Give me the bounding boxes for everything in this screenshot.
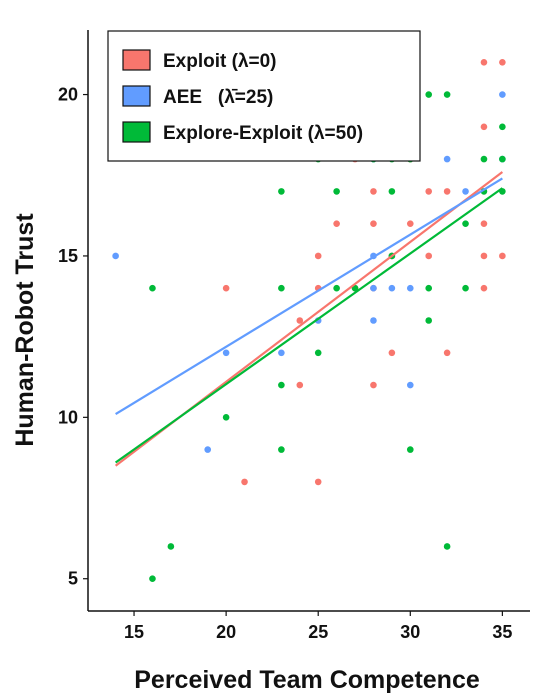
data-point-series-2: [443, 155, 451, 163]
data-point-series-3: [167, 543, 175, 550]
data-point-series-3: [351, 284, 359, 292]
legend-label: AEE (λ̄=25): [163, 87, 273, 108]
y-tick-label: 15: [58, 246, 78, 266]
data-point-series-1: [370, 220, 377, 227]
data-point-series-1: [370, 381, 377, 389]
y-axis-title: Human-Robot Trust: [11, 213, 39, 447]
data-point-series-1: [480, 252, 488, 260]
data-point-series-1: [370, 188, 377, 195]
data-point-series-3: [278, 284, 285, 292]
data-point-series-3: [149, 284, 156, 292]
data-point-series-3: [278, 446, 285, 453]
data-point-series-2: [370, 284, 377, 292]
data-point-series-1: [425, 188, 433, 195]
legend-swatch: [122, 121, 151, 143]
data-point-series-1: [314, 252, 322, 260]
axis-ticks: 15 20 25 30 35 5 10 15 20: [58, 85, 512, 642]
data-point-series-1: [241, 478, 248, 486]
data-point-series-1: [499, 252, 506, 260]
data-point-series-3: [425, 91, 433, 98]
data-point-series-1: [388, 349, 396, 357]
plot-marks: [112, 58, 506, 583]
data-point-series-1: [314, 478, 322, 486]
trend-line-series-2: [115, 177, 503, 416]
data-point-series-1: [480, 284, 488, 292]
data-point-series-3: [443, 91, 451, 98]
data-point-series-2: [462, 188, 469, 195]
x-tick-label: 15: [124, 622, 144, 642]
data-point-series-3: [462, 220, 469, 227]
data-point-series-2: [112, 252, 119, 260]
x-tick-label: 20: [216, 622, 236, 642]
data-point-series-1: [443, 349, 451, 357]
data-point-series-2: [388, 284, 396, 292]
legend-swatch: [122, 85, 151, 107]
data-point-series-3: [499, 123, 506, 131]
legend-swatch: [122, 49, 151, 71]
data-point-series-3: [278, 381, 285, 389]
data-point-series-1: [296, 381, 304, 389]
data-point-series-1: [499, 58, 506, 66]
data-point-series-1: [333, 220, 340, 227]
y-tick-label: 10: [58, 407, 78, 427]
x-tick-label: 25: [308, 622, 328, 642]
x-tick-label: 35: [492, 622, 512, 642]
data-point-series-3: [222, 414, 230, 421]
data-point-series-3: [149, 575, 156, 583]
data-point-series-2: [222, 349, 230, 357]
x-axis-title: Perceived Team Competence: [134, 666, 480, 694]
data-point-series-3: [480, 155, 488, 163]
data-point-series-3: [333, 188, 340, 195]
data-point-series-2: [370, 317, 377, 324]
data-point-series-1: [406, 220, 414, 227]
data-point-series-1: [222, 284, 230, 292]
legend-label: Exploit (λ=0): [163, 51, 277, 72]
data-point-series-3: [425, 284, 433, 292]
data-point-series-1: [425, 252, 433, 260]
data-point-series-3: [443, 543, 451, 550]
x-tick-label: 30: [400, 622, 420, 642]
data-point-series-2: [204, 446, 212, 453]
trend-line-series-3: [114, 187, 504, 464]
data-point-series-3: [406, 446, 414, 453]
data-point-series-3: [462, 284, 469, 292]
data-point-series-3: [278, 188, 285, 195]
data-point-series-3: [314, 349, 322, 357]
legend-box: [107, 30, 421, 162]
data-point-series-1: [443, 188, 451, 195]
y-tick-label: 5: [68, 569, 78, 589]
data-point-series-3: [388, 188, 396, 195]
data-point-series-3: [499, 155, 506, 163]
data-point-series-1: [296, 317, 304, 324]
data-point-series-3: [333, 284, 340, 292]
data-point-series-2: [278, 349, 285, 357]
legend-label: Explore-Exploit (λ=50): [163, 123, 363, 144]
legend: Exploit (λ=0) AEE (λ̄=25) Explore-Exploit …: [107, 30, 421, 162]
data-point-series-2: [406, 381, 414, 389]
data-point-series-1: [480, 220, 488, 227]
data-point-series-2: [499, 91, 506, 98]
data-point-series-3: [425, 317, 433, 324]
data-point-series-1: [480, 58, 488, 66]
data-point-series-1: [480, 123, 488, 131]
y-tick-label: 20: [58, 85, 78, 105]
data-point-series-2: [406, 284, 414, 292]
